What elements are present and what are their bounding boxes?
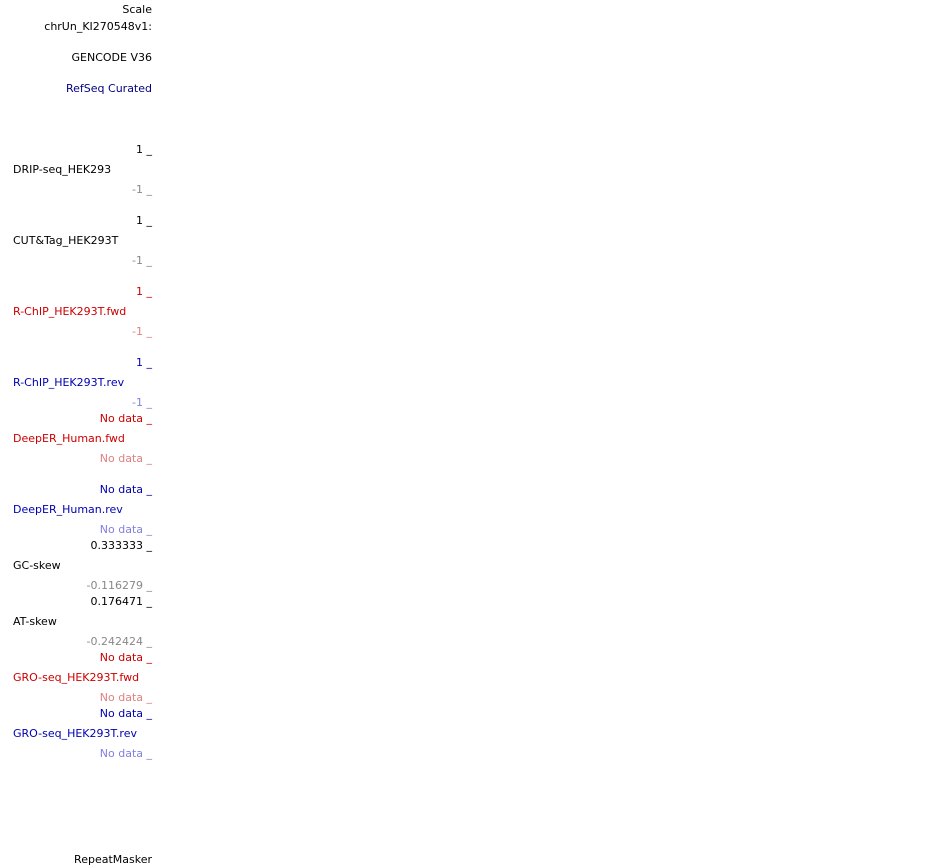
deeper-rev-max-label: No data _ [99, 483, 152, 496]
repeatmasker-track-label[interactable]: RepeatMasker [74, 853, 152, 866]
gro-rev-max-label: No data _ [99, 707, 152, 720]
gro-rev-track-label[interactable]: GRO-seq_HEK293T.rev [13, 727, 137, 740]
rchip-fwd-track-label[interactable]: R-ChIP_HEK293T.fwd [13, 305, 127, 318]
gro-rev-min-label: No data _ [99, 747, 152, 760]
gcskew-track-label[interactable]: GC-skew [13, 559, 61, 572]
deeper-fwd-track-label[interactable]: DeepER_Human.fwd [13, 432, 125, 445]
cuttag-track-label[interactable]: CUT&Tag_HEK293T [13, 234, 119, 247]
chromosome-label[interactable]: chrUn_KI270548v1: [44, 20, 152, 33]
cuttag-max-label: 1 _ [136, 214, 152, 227]
gcskew-min-label: -0.116279 _ [86, 579, 152, 592]
rchip-rev-min-label: -1 _ [132, 396, 152, 409]
atskew-min-label: -0.242424 _ [86, 635, 152, 648]
refseq-track-label[interactable]: RefSeq Curated [66, 82, 152, 95]
scale-label[interactable]: Scale [122, 3, 152, 16]
drip-track-label[interactable]: DRIP-seq_HEK293 [13, 163, 112, 176]
gro-fwd-track-label[interactable]: GRO-seq_HEK293T.fwd [13, 671, 140, 684]
rchip-fwd-max-label: 1 _ [136, 285, 152, 298]
deeper-rev-track-label[interactable]: DeepER_Human.rev [13, 503, 123, 516]
rchip-rev-track-label[interactable]: R-ChIP_HEK293T.rev [13, 376, 125, 389]
drip-max-label: 1 _ [136, 143, 152, 156]
gencode-track-label[interactable]: GENCODE V36 [71, 51, 152, 64]
drip-min-label: -1 _ [132, 183, 152, 196]
deeper-fwd-min-label: No data _ [99, 452, 152, 465]
gro-fwd-max-label: No data _ [99, 651, 152, 664]
rchip-rev-max-label: 1 _ [136, 356, 152, 369]
gcskew-max-label: 0.333333 _ [90, 539, 152, 552]
atskew-track-label[interactable]: AT-skew [13, 615, 57, 628]
cuttag-min-label: -1 _ [132, 254, 152, 267]
atskew-max-label: 0.176471 _ [90, 595, 152, 608]
deeper-rev-min-label: No data _ [99, 523, 152, 536]
gro-fwd-min-label: No data _ [99, 691, 152, 704]
rchip-fwd-min-label: -1 _ [132, 325, 152, 338]
deeper-fwd-max-label: No data _ [99, 412, 152, 425]
